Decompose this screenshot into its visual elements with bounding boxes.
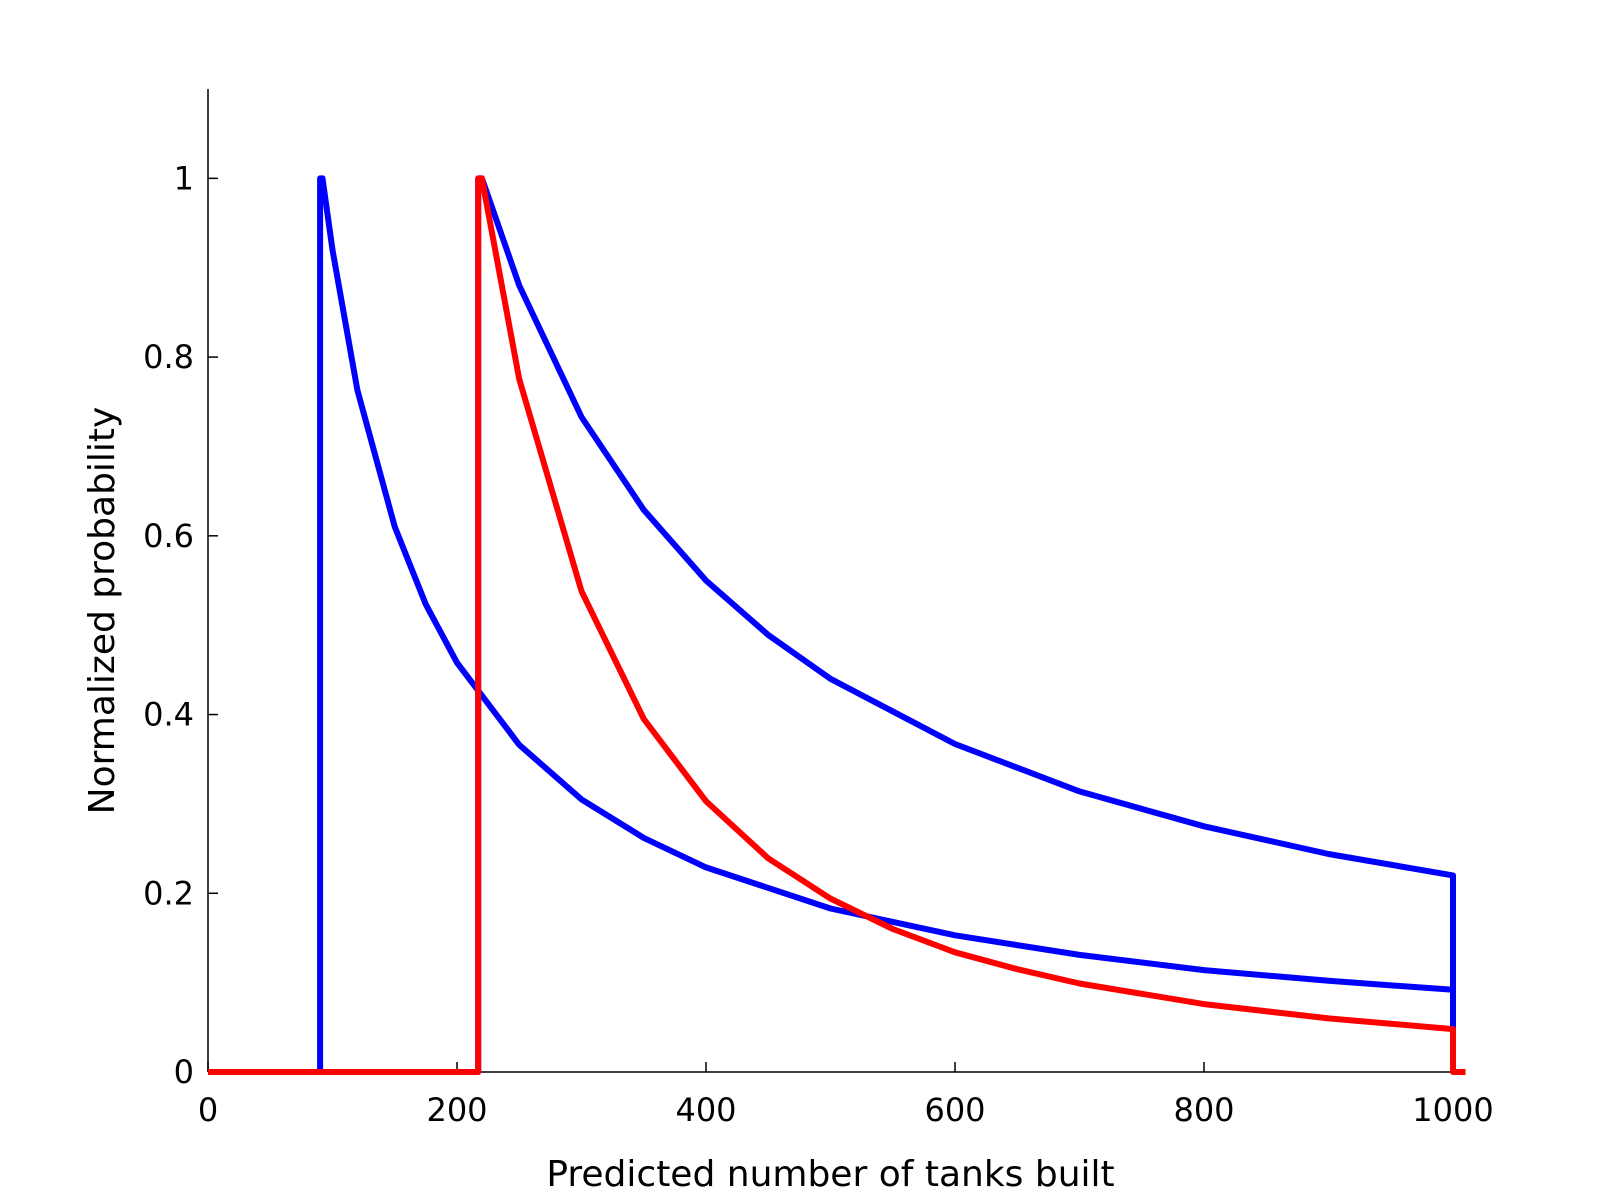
y-tick-label: 0.4 [143, 696, 194, 734]
x-tick-label: 800 [1173, 1091, 1234, 1129]
series-line-2 [208, 175, 1456, 1075]
x-tick-label: 200 [426, 1091, 487, 1129]
series-group [208, 175, 1466, 1075]
x-tick-label: 1000 [1412, 1091, 1493, 1129]
x-tick-label: 400 [675, 1091, 736, 1129]
y-tick-label: 0.6 [143, 517, 194, 555]
series-line-1 [208, 175, 1456, 1075]
y-tick-label: 0.2 [143, 874, 194, 912]
series-line-3 [208, 175, 1466, 1075]
tick-labels: 0 200 400 600 800 1000 0 0.2 0.4 0.6 0.8 1 [143, 159, 1494, 1129]
x-axis-label: Predicted number of tanks built [546, 1154, 1114, 1195]
x-tick-label: 600 [924, 1091, 985, 1129]
y-tick-label: 1 [174, 159, 194, 197]
y-tick-label: 0.8 [143, 338, 194, 376]
axes [207, 89, 1454, 1073]
y-tick-label: 0 [174, 1053, 194, 1091]
y-axis-label: Normalized probability [82, 407, 123, 815]
x-tick-label: 0 [198, 1091, 218, 1129]
